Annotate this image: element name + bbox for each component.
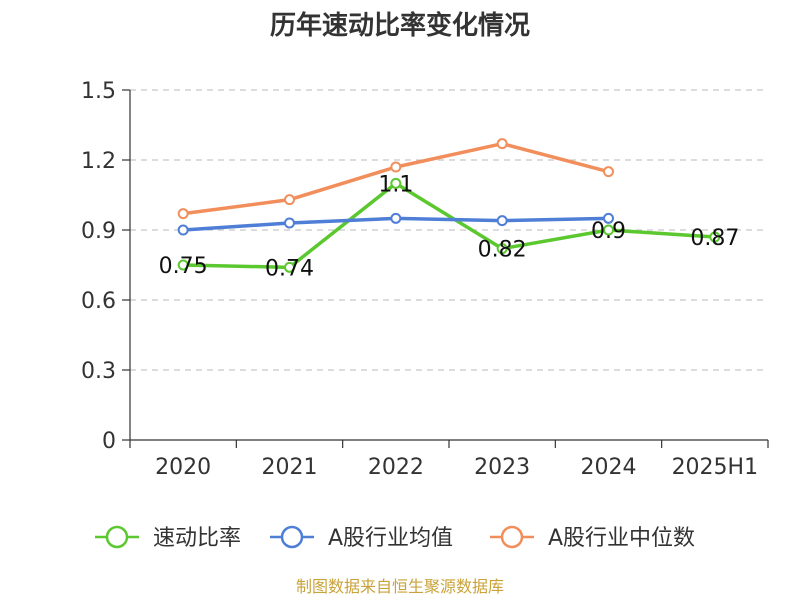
y-tick-label: 0.6 [81, 289, 116, 314]
series-point-2[interactable] [177, 208, 189, 220]
y-tick-label: 0.9 [81, 219, 116, 244]
x-tick-label: 2021 [262, 455, 318, 480]
data-label: 1.1 [378, 172, 413, 197]
legend-marker-0[interactable] [105, 525, 129, 549]
y-tick-label: 1.2 [81, 149, 116, 174]
series-point-2[interactable] [390, 161, 402, 173]
y-tick-label: 0 [102, 429, 116, 454]
series-point-0[interactable] [390, 177, 402, 189]
series-point-2[interactable] [603, 166, 614, 178]
chart-title: 历年速动比率变化情况 [270, 10, 530, 41]
series-point-0[interactable] [496, 243, 508, 255]
legend-label-2[interactable]: A股行业中位数 [548, 526, 695, 551]
series-point-0[interactable] [177, 259, 189, 271]
series-point-0[interactable] [603, 224, 614, 236]
series-point-1[interactable] [177, 224, 189, 236]
legend-label-0[interactable]: 速动比率 [153, 526, 241, 551]
data-label: 0.87 [690, 226, 739, 251]
axes: 0 0.3 0.6 0.9 1.2 1.5 2020 2021 2022 2023 2024 2025… [81, 79, 769, 480]
legend-marker-1[interactable] [280, 525, 304, 549]
source-note: 制图数据来自恒生聚源数据库 [296, 577, 504, 596]
data-label: 0.9 [591, 219, 626, 244]
series-point-2[interactable] [284, 194, 295, 206]
legend: 速动比率 A股行业均值 A股行业中位数 [95, 525, 695, 551]
series-line-0 [181, 181, 717, 270]
x-tick-label: 2024 [581, 455, 637, 480]
x-tick-label: 2020 [155, 455, 211, 480]
data-label: 0.74 [265, 256, 314, 281]
series-point-0[interactable] [709, 231, 721, 243]
grid-lines [130, 89, 768, 371]
series-point-0[interactable] [284, 261, 295, 273]
data-label: 0.75 [159, 254, 208, 279]
series-point-1[interactable] [603, 212, 614, 224]
x-tick-label: 2023 [474, 455, 530, 480]
series-point-1[interactable] [390, 212, 402, 224]
legend-marker-2[interactable] [500, 525, 524, 549]
series-point-1[interactable] [496, 215, 508, 227]
y-tick-label: 1.5 [81, 79, 116, 104]
data-labels: 0.75 0.74 1.1 0.82 0.9 0.87 [159, 172, 740, 281]
legend-label-1[interactable]: A股行业均值 [328, 526, 453, 551]
y-tick-label: 0.3 [81, 359, 116, 384]
x-tick-label: 2022 [368, 455, 424, 480]
series-point-2[interactable] [496, 138, 508, 150]
x-tick-label: 2025H1 [672, 455, 759, 480]
series-point-1[interactable] [284, 217, 295, 229]
data-label: 0.82 [478, 238, 527, 263]
series-layer [177, 138, 721, 273]
